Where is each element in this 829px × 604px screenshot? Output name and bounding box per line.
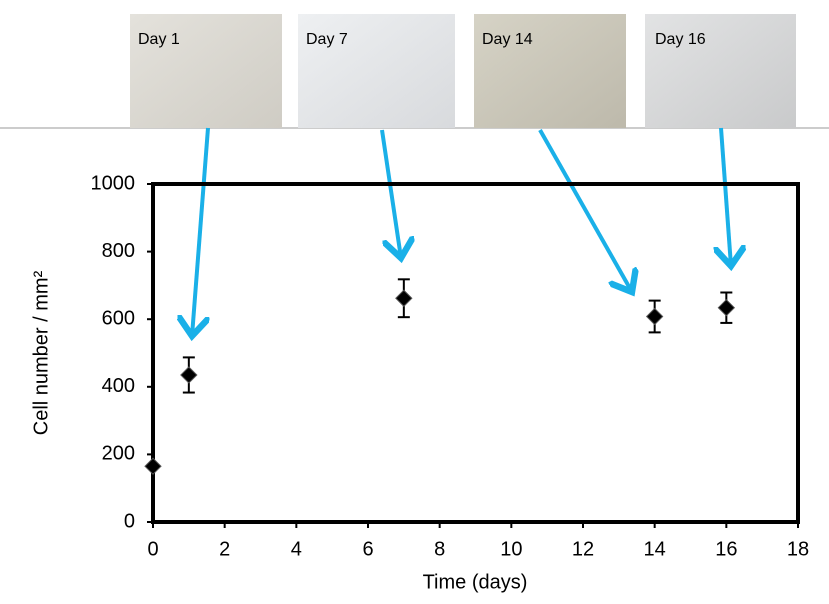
arrows: [192, 127, 731, 336]
micrograph: [474, 14, 626, 128]
y-tick-label: 200: [102, 443, 135, 465]
y-tick-label: 400: [102, 375, 135, 397]
micrograph: [130, 14, 282, 128]
y-axis-label: Cell number / mm²: [30, 270, 52, 435]
micrograph: [298, 14, 455, 128]
x-tick-label: 0: [147, 538, 158, 560]
y-tick-label: 0: [124, 510, 135, 532]
panel-label: Day 16: [655, 31, 706, 48]
y-tick-label: 1000: [91, 172, 136, 194]
panel-label: Day 7: [306, 31, 348, 48]
y-tick-label: 800: [102, 240, 135, 262]
micrograph: [645, 14, 796, 128]
x-tick-label: 6: [362, 538, 373, 560]
marker: [717, 299, 736, 317]
marker: [180, 366, 198, 384]
panel-label: Day 1: [138, 31, 180, 48]
plot-frame: [151, 182, 800, 524]
marker: [645, 307, 664, 326]
x-tick-label: 18: [787, 538, 809, 560]
x-axis-label: Time (days): [423, 571, 528, 593]
x-tick-label: 4: [291, 538, 302, 560]
x-tick-label: 8: [434, 538, 445, 560]
marker: [395, 289, 413, 307]
x-tick-label: 16: [715, 538, 737, 560]
x-tick-label: 14: [644, 538, 666, 560]
y-tick-label: 600: [102, 307, 135, 329]
panel-label: Day 14: [482, 31, 533, 48]
x-tick-label: 12: [572, 538, 594, 560]
x-tick-label: 2: [219, 538, 230, 560]
x-tick-label: 10: [500, 538, 522, 560]
marker: [144, 457, 162, 475]
